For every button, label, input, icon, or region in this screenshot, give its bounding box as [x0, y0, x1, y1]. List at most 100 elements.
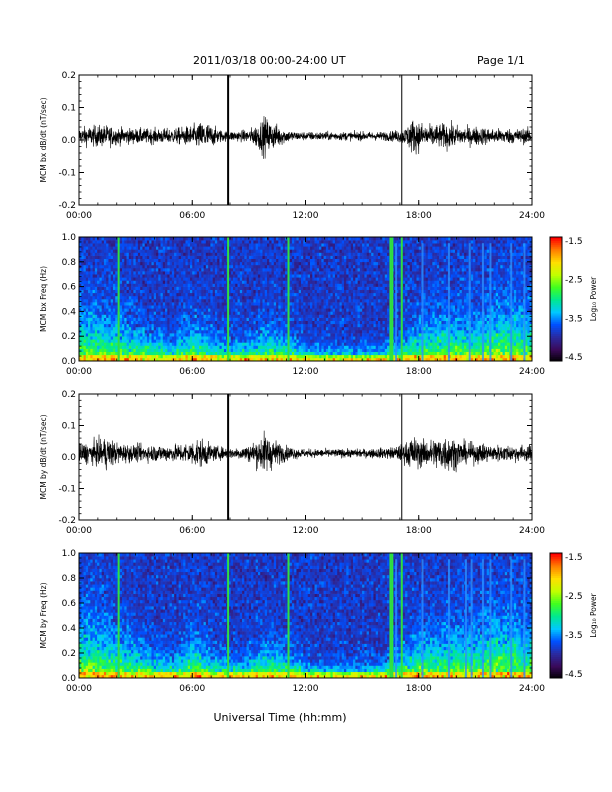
spectrogram-cell: [208, 268, 211, 272]
spectrogram-cell: [321, 283, 324, 287]
spectrogram-cell: [273, 289, 277, 294]
spectrogram-cell: [312, 280, 315, 284]
spectrogram-cell: [185, 243, 189, 247]
spectrogram-cell: [92, 330, 96, 334]
spectrogram-cell: [194, 274, 198, 278]
spectrogram-cell: [189, 302, 193, 306]
spectrogram-cell: [269, 252, 272, 256]
spectrogram-cell: [233, 280, 236, 284]
spectrogram-cell: [92, 261, 96, 266]
spectrogram-cell: [171, 336, 175, 340]
spectrogram-cell: [244, 354, 247, 359]
spectrogram-cell: [255, 252, 259, 256]
spectrogram-cell: [214, 292, 218, 297]
spectrogram-cell: [112, 330, 116, 334]
spectrogram-cell: [187, 326, 191, 331]
spectrogram-cell: [142, 299, 145, 303]
spectrogram-cell: [319, 277, 322, 281]
spectrogram-cell: [334, 295, 338, 300]
spectrogram-cell: [169, 283, 173, 287]
spectrogram-cell: [251, 252, 254, 256]
spectrogram-cell: [196, 348, 200, 352]
spectrogram-cell: [210, 299, 213, 303]
spectrogram-cell: [122, 240, 125, 244]
spectrogram-cell: [142, 326, 145, 331]
spectrogram-cell: [337, 237, 340, 241]
spectrogram-cell: [285, 243, 288, 247]
spectrogram-cell: [99, 354, 102, 359]
spectrogram-cell: [183, 237, 186, 241]
spectrogram-cell: [142, 261, 145, 266]
spectrogram-cell: [219, 308, 222, 312]
spectrogram-cell: [321, 268, 324, 272]
spectrogram-cell: [212, 342, 216, 346]
spectrogram-cell: [178, 314, 182, 318]
spectrogram-cell: [251, 317, 254, 321]
spectrogram-cell: [140, 320, 143, 325]
spectrogram-cell: [344, 264, 347, 269]
spectrogram-cell: [85, 252, 89, 256]
spectrogram-cell: [267, 289, 270, 294]
spectrogram-cell: [128, 311, 132, 315]
spectrogram-cell: [99, 283, 102, 287]
spectrogram-cell: [282, 261, 286, 266]
spectrogram-cell: [223, 264, 227, 269]
spectrogram-cell: [203, 326, 207, 331]
spectrogram-cell: [176, 237, 179, 241]
spectrogram-cell: [223, 302, 227, 306]
spectrogram-cell: [346, 305, 349, 309]
spectrogram-cell: [90, 317, 93, 321]
spectrogram-cell: [128, 271, 132, 275]
spectrogram-cell: [223, 320, 227, 325]
spectrogram-cell: [253, 302, 256, 306]
spectrogram-cell: [203, 357, 207, 362]
spectrogram-cell: [205, 323, 209, 328]
spectrogram-cell: [196, 299, 200, 303]
spectrogram-cell: [212, 330, 216, 334]
spectrogram-cell: [119, 342, 123, 346]
spectrogram-cell: [187, 342, 191, 346]
spectrogram-cell: [108, 258, 111, 263]
spectrogram-cell: [94, 243, 98, 247]
spectrogram-cell: [246, 339, 250, 343]
spectrogram-cell: [307, 240, 311, 244]
spectrogram-cell: [300, 317, 304, 321]
spectrogram-cell: [348, 249, 352, 253]
spectrogram-cell: [237, 323, 241, 328]
spectrogram-cell: [262, 289, 266, 294]
spectrogram-cell: [244, 314, 247, 318]
spectrogram-cell: [325, 330, 329, 334]
spectrogram-cell: [97, 258, 100, 263]
spectrogram-cell: [133, 255, 136, 259]
spectrogram-cell: [153, 326, 157, 331]
spectrogram-cell: [162, 268, 166, 272]
spectrogram-cell: [278, 336, 281, 340]
spectrogram-cell: [144, 333, 148, 337]
spectrogram-cell: [350, 277, 354, 281]
spectrogram-cell: [210, 274, 213, 278]
spectrogram-cell: [312, 314, 315, 318]
spectrogram-cell: [183, 354, 186, 359]
spectrogram-cell: [135, 326, 139, 331]
spectrogram-cell: [208, 237, 211, 241]
spectrogram-cell: [151, 280, 155, 284]
spectrogram-cell: [303, 357, 306, 362]
spectrogram-cell: [106, 240, 109, 244]
spectrogram-cell: [332, 274, 336, 278]
spectrogram-cell: [185, 295, 189, 300]
spectrogram-cell: [194, 320, 198, 325]
spectrogram-cell: [194, 289, 198, 294]
spectrogram-cell: [192, 311, 195, 315]
spectrogram-cell: [282, 283, 286, 287]
spectrogram-cell: [112, 317, 116, 321]
spectrogram-cell: [350, 326, 354, 331]
spectrogram-cell: [280, 348, 284, 352]
spectrogram-cell: [124, 292, 127, 297]
spectrogram-cell: [149, 283, 152, 287]
spectrogram-cell: [310, 255, 313, 259]
spectrogram-cell: [144, 348, 148, 352]
spectrogram-cell: [92, 357, 96, 362]
spectrogram-cell: [171, 299, 175, 303]
spectrogram-cell: [201, 314, 204, 318]
spectrogram-cell: [169, 342, 173, 346]
